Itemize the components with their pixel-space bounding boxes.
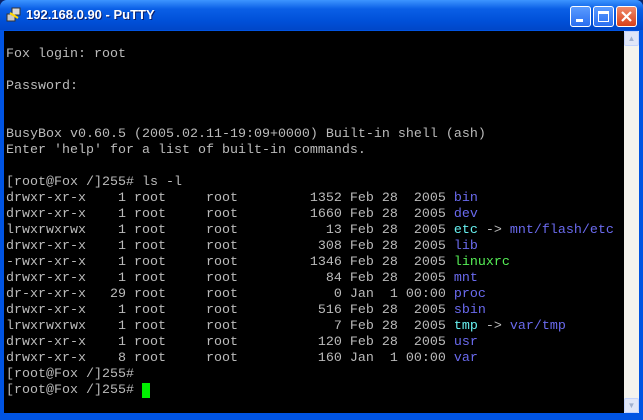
terminal-line xyxy=(6,111,614,127)
terminal-line: Enter 'help' for a list of built-in comm… xyxy=(6,143,614,159)
terminal-cursor xyxy=(141,383,150,398)
terminal-text: drwxr-xr-x 1 root root 516 Feb 28 2005 xyxy=(6,303,454,318)
file-name-dir: bin xyxy=(453,191,478,206)
terminal-line: -rwxr-xr-x 1 root root 1346 Feb 28 2005 … xyxy=(6,255,614,271)
minimize-button[interactable] xyxy=(570,6,591,27)
file-name-dir: dev xyxy=(453,207,478,222)
file-name-link: tmp xyxy=(453,319,478,334)
terminal-text: drwxr-xr-x 1 root root 84 Feb 28 2005 xyxy=(6,271,454,286)
terminal-text: drwxr-xr-x 1 root root 120 Feb 28 2005 xyxy=(6,335,454,350)
terminal-text: lrwxrwxrwx 1 root root 13 Feb 28 2005 xyxy=(6,223,454,238)
terminal-line: BusyBox v0.60.5 (2005.02.11-19:09+0000) … xyxy=(6,127,614,143)
terminal-line xyxy=(6,159,614,175)
window-title: 192.168.0.90 - PuTTY xyxy=(26,7,155,22)
terminal-line: drwxr-xr-x 1 root root 1352 Feb 28 2005 … xyxy=(6,191,614,207)
terminal-text: -> xyxy=(477,319,510,334)
terminal-line: lrwxrwxrwx 1 root root 13 Feb 28 2005 et… xyxy=(6,223,614,239)
terminal-line: drwxr-xr-x 1 root root 308 Feb 28 2005 l… xyxy=(6,239,614,255)
file-name-dir: var/tmp xyxy=(509,319,566,334)
file-name-dir: usr xyxy=(453,335,478,350)
terminal-text: drwxr-xr-x 1 root root 1660 Feb 28 2005 xyxy=(6,207,454,222)
terminal-text: -rwxr-xr-x 1 root root 1346 Feb 28 2005 xyxy=(6,255,454,270)
title-bar[interactable]: 192.168.0.90 - PuTTY xyxy=(0,0,643,30)
terminal-line: drwxr-xr-x 1 root root 516 Feb 28 2005 s… xyxy=(6,303,614,319)
file-name-dir: sbin xyxy=(453,303,486,318)
close-icon xyxy=(621,11,632,22)
scroll-up-icon[interactable]: ▲ xyxy=(624,31,639,46)
terminal-line: drwxr-xr-x 1 root root 1660 Feb 28 2005 … xyxy=(6,207,614,223)
terminal-text: drwxr-xr-x 1 root root 308 Feb 28 2005 xyxy=(6,239,454,254)
vertical-scrollbar[interactable]: ▲ ▼ xyxy=(624,31,639,413)
minimize-icon xyxy=(576,19,583,22)
terminal-line xyxy=(6,31,614,47)
terminal-line: [root@Fox /]255# ls -l xyxy=(6,175,614,191)
terminal-line: Fox login: root xyxy=(6,47,614,63)
terminal-line: Password: xyxy=(6,79,614,95)
terminal-line: drwxr-xr-x 8 root root 160 Jan 1 00:00 v… xyxy=(6,351,614,367)
terminal-text: [root@Fox /]255# ls -l xyxy=(6,175,182,190)
file-name-dir: mnt xyxy=(453,271,478,286)
terminal-text: -> xyxy=(477,223,510,238)
terminal-line: dr-xr-xr-x 29 root root 0 Jan 1 00:00 pr… xyxy=(6,287,614,303)
terminal-line: [root@Fox /]255# xyxy=(6,367,614,383)
terminal-output: Fox login: root Password: BusyBox v0.60.5 … xyxy=(6,31,614,399)
maximize-button[interactable] xyxy=(593,6,614,27)
maximize-icon xyxy=(598,11,609,22)
terminal-line: drwxr-xr-x 1 root root 84 Feb 28 2005 mn… xyxy=(6,271,614,287)
file-name-dir: mnt/flash/etc xyxy=(509,223,614,238)
file-name-dir: lib xyxy=(453,239,478,254)
file-name-dir: proc xyxy=(453,287,486,302)
close-button[interactable] xyxy=(616,6,637,27)
terminal-text: drwxr-xr-x 1 root root 1352 Feb 28 2005 xyxy=(6,191,454,206)
scroll-down-icon[interactable]: ▼ xyxy=(624,398,639,413)
terminal-text: dr-xr-xr-x 29 root root 0 Jan 1 00:00 xyxy=(6,287,454,302)
putty-icon xyxy=(6,7,21,22)
file-name-exec: linuxrc xyxy=(453,255,510,270)
terminal-text: Enter 'help' for a list of built-in comm… xyxy=(6,143,366,158)
terminal-line xyxy=(6,95,614,111)
terminal-line: drwxr-xr-x 1 root root 120 Feb 28 2005 u… xyxy=(6,335,614,351)
terminal-line xyxy=(6,63,614,79)
terminal-line: [root@Fox /]255# xyxy=(6,383,614,399)
terminal-line: lrwxrwxrwx 1 root root 7 Feb 28 2005 tmp… xyxy=(6,319,614,335)
terminal-text: Fox login: root xyxy=(6,47,126,62)
terminal-text: drwxr-xr-x 8 root root 160 Jan 1 00:00 xyxy=(6,351,454,366)
terminal-area[interactable]: Fox login: root Password: BusyBox v0.60.5 … xyxy=(4,31,624,413)
terminal-text: [root@Fox /]255# xyxy=(6,383,142,398)
terminal-text: lrwxrwxrwx 1 root root 7 Feb 28 2005 xyxy=(6,319,454,334)
terminal-text: BusyBox v0.60.5 (2005.02.11-19:09+0000) … xyxy=(6,127,486,142)
file-name-dir: var xyxy=(453,351,478,366)
file-name-link: etc xyxy=(453,223,478,238)
terminal-text: Password: xyxy=(6,79,78,94)
terminal-text: [root@Fox /]255# xyxy=(6,367,134,382)
